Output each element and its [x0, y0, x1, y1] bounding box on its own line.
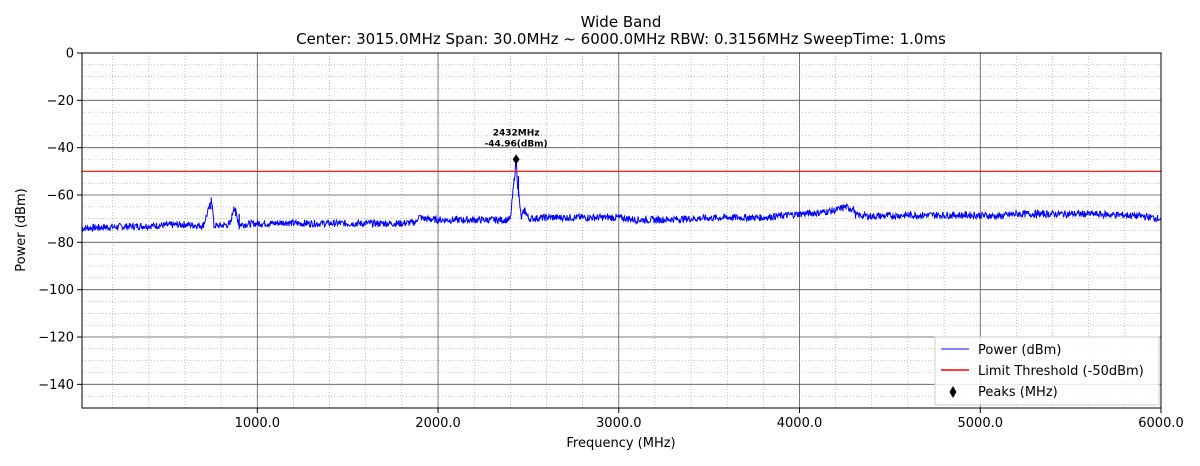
peak-label-frequency: 2432MHz: [493, 128, 540, 138]
y-tick-label: −20: [47, 94, 74, 109]
legend-threshold-label: Limit Threshold (-50dBm): [978, 364, 1144, 379]
y-tick-label: −40: [47, 141, 74, 156]
legend-box: [934, 336, 1160, 406]
series-layer: [81, 161, 1162, 233]
x-tick-label: 1000.0: [235, 416, 281, 431]
peaks-layer: 2432MHz-44.96(dBm): [485, 128, 548, 165]
peak-marker: [512, 154, 520, 165]
x-tick-label: 3000.0: [596, 416, 642, 431]
legend: Power (dBm) Limit Threshold (-50dBm) Pea…: [934, 336, 1160, 406]
y-tick-label: −140: [38, 378, 74, 393]
chart-subtitle: Center: 3015.0MHz Span: 30.0MHz ~ 6000.0…: [296, 30, 946, 48]
y-tick-label: −80: [47, 236, 74, 251]
chart-title: Wide Band: [581, 13, 662, 31]
x-tick-label: 5000.0: [958, 416, 1004, 431]
y-axis-label: Power (dBm): [14, 188, 29, 271]
y-tick-label: −100: [38, 283, 74, 298]
y-tick-label: −120: [38, 331, 74, 346]
peak-label-power: -44.96(dBm): [485, 139, 548, 149]
y-tick-label: −60: [47, 189, 74, 204]
power-trace: [81, 161, 1162, 233]
y-axis-ticks: 0 −20 −40 −60 −80 −100 −120 −140: [38, 47, 82, 393]
legend-peaks-label: Peaks (MHz): [978, 385, 1058, 400]
plot-frame: [81, 52, 1162, 409]
x-tick-label: 2000.0: [415, 416, 461, 431]
legend-power-label: Power (dBm): [978, 343, 1061, 358]
y-tick-label: 0: [66, 47, 74, 62]
x-axis-ticks: 1000.0 2000.0 3000.0 4000.0 5000.0 6000.0: [235, 408, 1184, 431]
x-tick-label: 6000.0: [1138, 416, 1184, 431]
x-axis-label: Frequency (MHz): [566, 436, 675, 451]
x-tick-label: 4000.0: [777, 416, 823, 431]
legend-peak-marker: [949, 386, 957, 398]
